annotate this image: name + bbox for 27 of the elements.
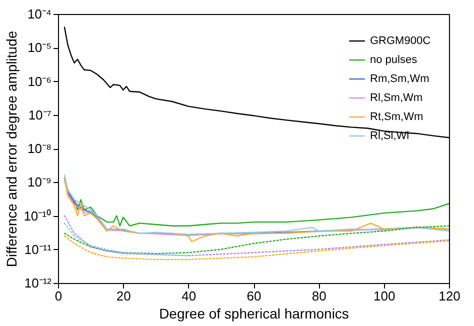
x-tick-label: 100: [373, 288, 396, 304]
x-tick-label: 60: [246, 288, 262, 304]
y-axis-title: Difference and error degree amplitude: [4, 30, 20, 268]
line-series: [64, 225, 449, 254]
y-tick-label: 10⁻⁵: [28, 40, 52, 56]
y-tick-label: 10⁻⁸: [28, 141, 52, 156]
line-series: [64, 235, 449, 260]
y-tick-label: 10⁻⁴: [27, 6, 52, 22]
y-tick-label: 10⁻⁹: [27, 174, 52, 190]
y-tick-label: 10⁻¹²: [24, 276, 52, 290]
line-series: [64, 215, 449, 256]
x-tick-label: 40: [182, 288, 196, 304]
y-tick-label: 10⁻⁷: [28, 107, 52, 122]
legend-label: Rt,Sm,Wm: [370, 111, 424, 123]
y-tick-label: 10⁻¹⁰: [24, 208, 52, 224]
x-tick-label: 80: [312, 288, 326, 304]
legend-label: GRGM900C: [370, 35, 431, 47]
x-tick-label: 0: [54, 288, 62, 304]
x-axis-title: Degree of spherical harmonics: [159, 306, 349, 322]
legend-label: Rm,Sm,Wm: [370, 73, 430, 85]
y-tick-label: 10⁻¹¹: [24, 242, 52, 257]
x-tick-label: 120: [438, 288, 460, 304]
line-series: [64, 222, 189, 256]
y-tick-label: 10⁻⁶: [28, 74, 52, 89]
legend-label: Rl,Sm,Wm: [370, 92, 423, 104]
x-tick-label: 20: [116, 288, 131, 304]
legend-label: no pulses: [370, 54, 418, 66]
